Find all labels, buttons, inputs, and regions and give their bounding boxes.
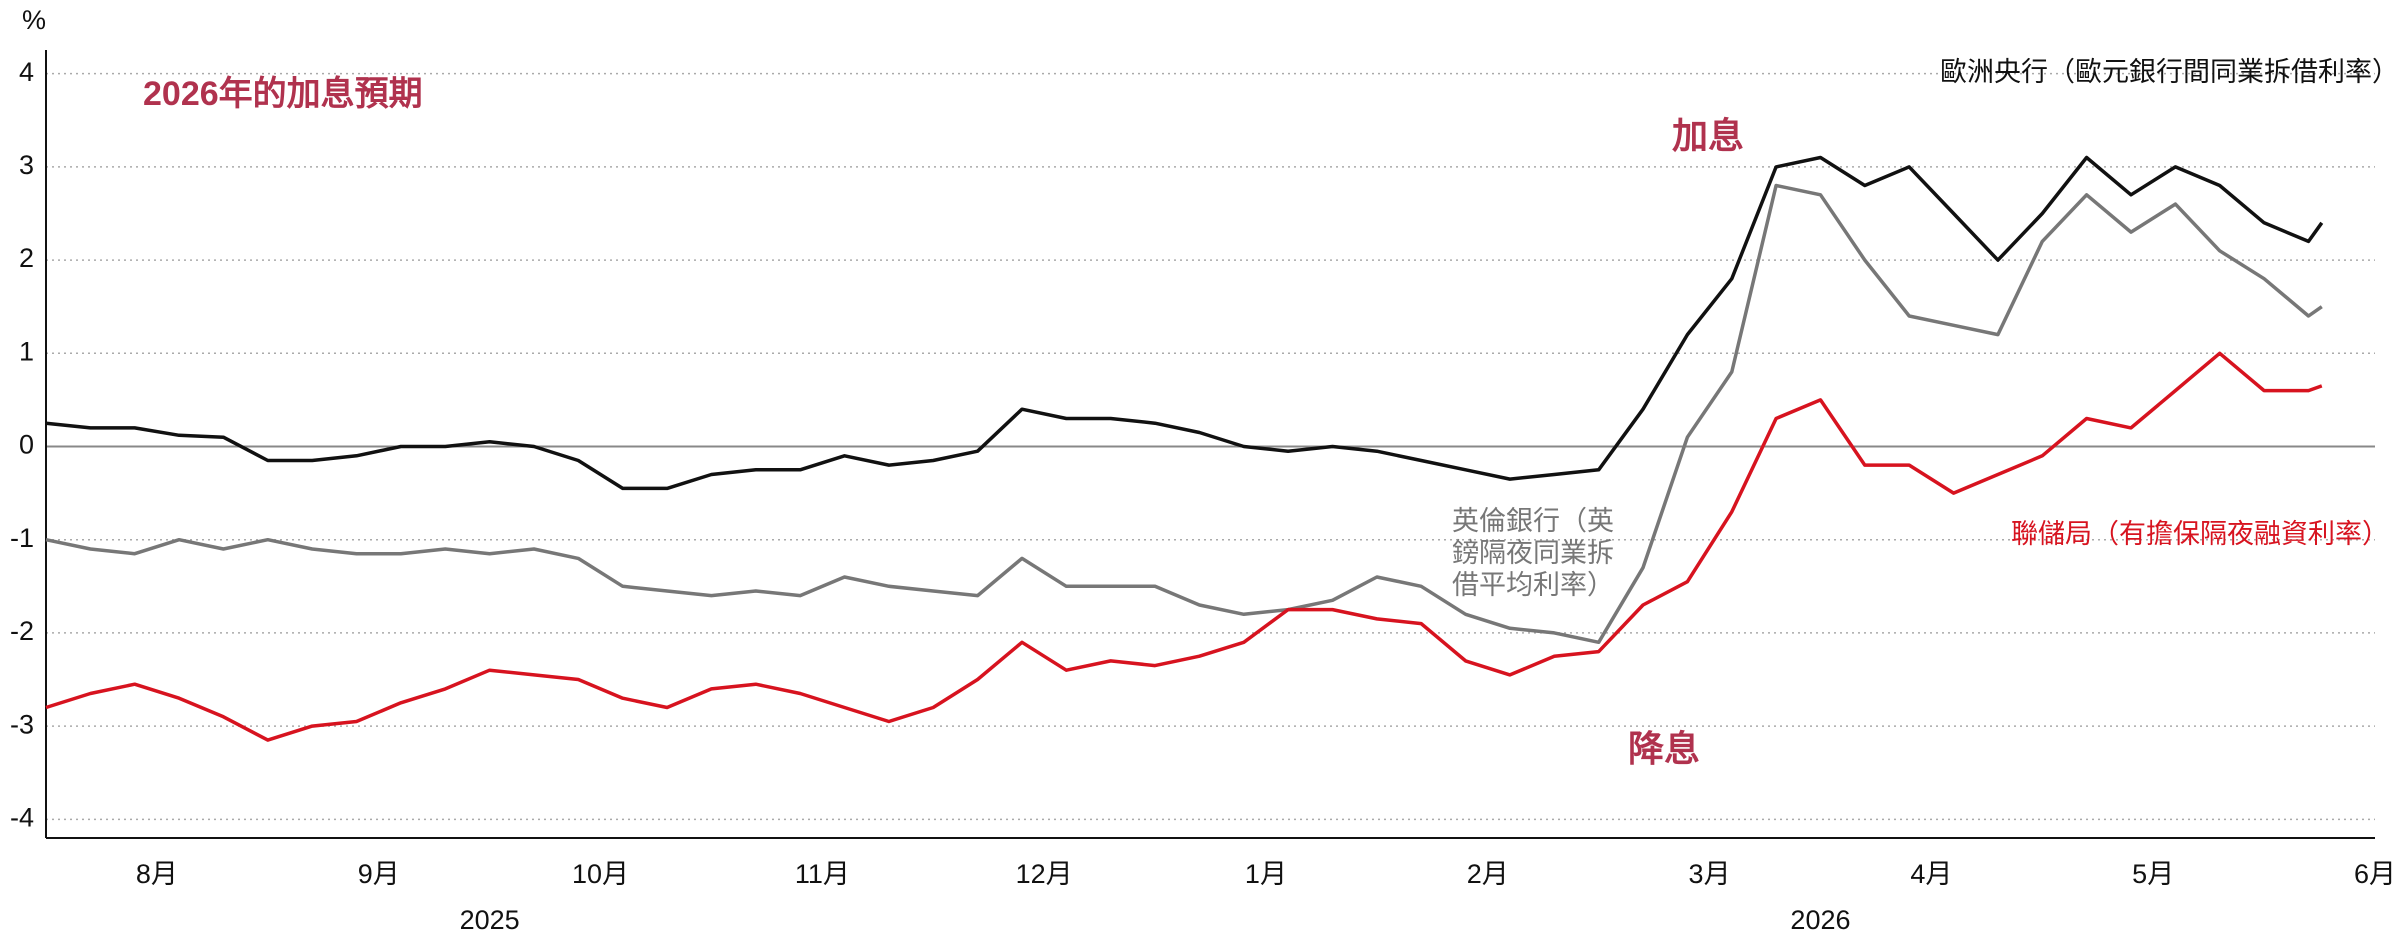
x-tick-label: 11月: [795, 859, 850, 889]
year-label: 2025: [460, 905, 520, 935]
x-tick-label: 6月: [2354, 859, 2396, 889]
annotation: 降息: [1628, 728, 1701, 769]
y-tick-label: 1: [19, 336, 34, 366]
series-label: 歐洲央行（歐元銀行間同業拆借利率）: [1940, 57, 2399, 87]
x-tick-label: 4月: [1910, 859, 1952, 889]
chart-title: 2026年的加息預期: [143, 75, 423, 113]
x-tick-label: 3月: [1689, 859, 1731, 889]
annotation: 加息: [1672, 115, 1745, 156]
x-tick-label: 12月: [1016, 859, 1073, 889]
x-tick-label: 1月: [1245, 859, 1287, 889]
y-tick-label: 3: [19, 150, 34, 180]
year-label: 2026: [1790, 905, 1850, 935]
x-tick-label: 8月: [136, 859, 178, 889]
y-tick-label: -1: [10, 523, 34, 553]
x-tick-label: 10月: [572, 859, 629, 889]
x-tick-label: 5月: [2132, 859, 2174, 889]
y-tick-label: -3: [10, 709, 34, 739]
y-unit: %: [22, 5, 46, 35]
series-label: 聯儲局（有擔保隔夜融資利率）: [2011, 519, 2389, 549]
y-tick-label: -4: [10, 802, 34, 832]
series-line: [45, 351, 2323, 742]
series-label: 英倫銀行（英鎊隔夜同業拆借平均利率）: [1452, 506, 1614, 600]
x-tick-label: 9月: [358, 859, 400, 889]
y-tick-label: -2: [10, 616, 34, 646]
series-line: [45, 183, 2323, 645]
y-tick-label: 0: [19, 430, 34, 460]
x-tick-label: 2月: [1467, 859, 1509, 889]
y-tick-label: 2: [19, 243, 34, 273]
series-line: [45, 155, 2324, 491]
y-tick-label: 4: [19, 57, 34, 87]
